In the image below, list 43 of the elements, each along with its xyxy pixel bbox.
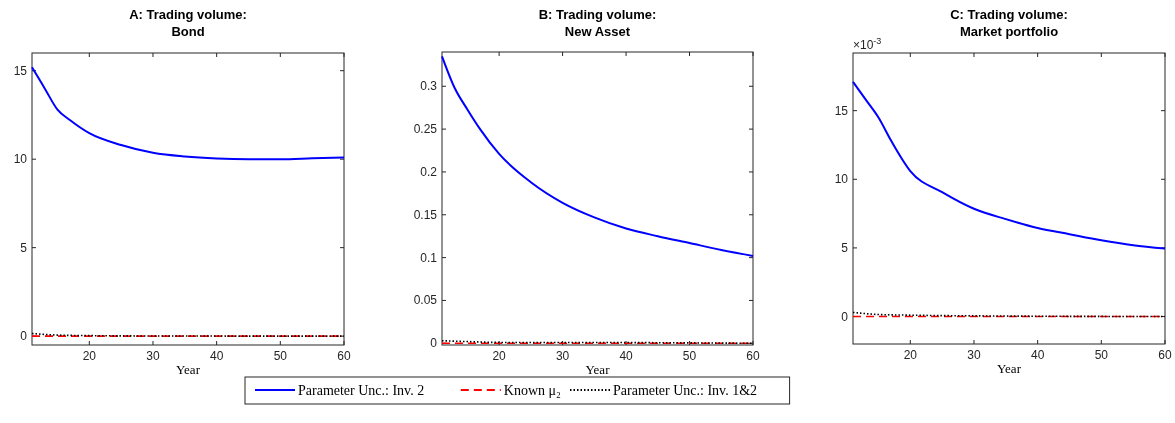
y-tick-label: 0.1 [420, 250, 438, 265]
x-tick-label: 60 [746, 349, 760, 363]
line-series [441, 55, 754, 257]
y-tick-label: 0 [20, 329, 28, 344]
y-tick-label: 5 [841, 240, 849, 255]
x-axis-title: Year [585, 362, 611, 377]
x-axis-title: Year [176, 362, 201, 377]
y-tick-label: 0 [841, 309, 849, 324]
y-tick-label: 10 [13, 152, 28, 167]
y-tick-label: 0.25 [413, 122, 438, 137]
y-tick-label: 0.3 [420, 79, 438, 94]
y-tick-label: 15 [13, 63, 28, 78]
y-tick-label: 0.2 [420, 164, 438, 179]
x-tick-label: 30 [146, 349, 160, 363]
y-tick-label: 15 [834, 103, 849, 118]
x-tick-label: 50 [273, 349, 288, 363]
text: ×10$^{-3}$ [853, 36, 882, 52]
x-tick-label: 20 [492, 349, 507, 363]
y-tick-label: 0 [430, 336, 438, 351]
legend-label: Parameter Unc.: Inv. 1&2 [613, 383, 758, 398]
x-tick-label: 20 [903, 348, 918, 362]
x-tick-label: 50 [1094, 348, 1109, 362]
x-axis-title: Year [997, 361, 1022, 376]
x-tick-label: 30 [967, 348, 981, 362]
x-tick-label: 50 [682, 349, 697, 363]
chart-title: A: Trading volume: Bond [129, 7, 247, 39]
y-tick-label: 5 [20, 240, 28, 255]
x-tick-label: 60 [337, 349, 351, 363]
y-tick-label: 0.15 [413, 207, 438, 222]
y-tick-label: 10 [834, 172, 849, 187]
chart-title: C: Trading volume: Market portfolio [950, 7, 1068, 39]
y-tick-label: 0.05 [413, 293, 438, 308]
line-series [31, 66, 345, 161]
legend-label: Parameter Unc.: Inv. 2 [298, 383, 425, 398]
x-tick-label: 40 [209, 349, 224, 363]
chart-title: B: Trading volume: New Asset [538, 7, 657, 39]
legend-label: Known μ₂ [503, 383, 562, 398]
x-tick-label: 40 [619, 349, 634, 363]
x-tick-label: 40 [1030, 348, 1045, 362]
x-tick-label: 20 [82, 349, 97, 363]
x-tick-label: 60 [1158, 348, 1172, 362]
line-series [852, 80, 1166, 250]
x-tick-label: 30 [555, 349, 570, 363]
